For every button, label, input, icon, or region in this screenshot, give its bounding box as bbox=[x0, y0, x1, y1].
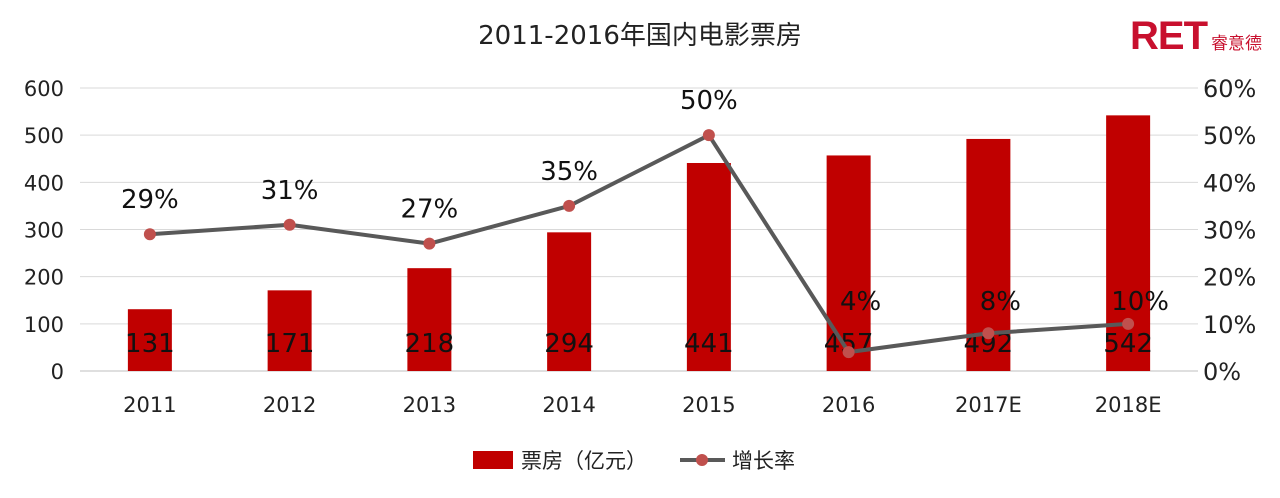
chart-title: 2011-2016年国内电影票房 bbox=[478, 21, 802, 51]
growth-value-label: 31% bbox=[261, 176, 319, 206]
bar-value-label: 542 bbox=[1103, 329, 1153, 359]
y-right-tick-label: 50% bbox=[1203, 122, 1256, 150]
x-tick-label: 2016 bbox=[822, 393, 875, 417]
growth-point bbox=[842, 346, 855, 359]
y-right-tick-label: 10% bbox=[1203, 311, 1256, 339]
y-left-tick-label: 100 bbox=[24, 313, 64, 337]
y-right-tick-label: 40% bbox=[1203, 169, 1256, 197]
bar bbox=[267, 290, 312, 371]
growth-line bbox=[149, 133, 1129, 355]
y-right-tick-label: 0% bbox=[1203, 358, 1241, 386]
bar-value-label: 218 bbox=[405, 329, 455, 359]
x-tick-label: 2015 bbox=[682, 393, 735, 417]
growth-value-label: 29% bbox=[121, 185, 179, 215]
x-tick-label: 2013 bbox=[403, 393, 456, 417]
bar bbox=[547, 232, 592, 371]
x-tick-label: 2012 bbox=[263, 393, 316, 417]
brand-logo: RET 睿意德 bbox=[1130, 14, 1262, 59]
y-left-tick-label: 200 bbox=[24, 266, 64, 290]
x-tick-label: 2018E bbox=[1095, 393, 1162, 417]
growth-value-label: 50% bbox=[680, 86, 738, 116]
y-left-tick-label: 0 bbox=[51, 360, 64, 384]
y-left-tick-label: 300 bbox=[24, 219, 64, 243]
y-left-tick-label: 400 bbox=[24, 171, 64, 195]
x-tick-label: 2014 bbox=[542, 393, 595, 417]
bar-value-label: 294 bbox=[544, 329, 594, 359]
bar bbox=[127, 309, 172, 371]
growth-value-label: 35% bbox=[540, 157, 598, 187]
growth-point bbox=[702, 129, 715, 142]
growth-point bbox=[143, 228, 156, 241]
y-left-tick-label: 500 bbox=[24, 124, 64, 148]
bar bbox=[686, 162, 731, 371]
growth-point bbox=[283, 218, 296, 231]
growth-point bbox=[1122, 317, 1135, 330]
y-right-tick-label: 30% bbox=[1203, 217, 1256, 245]
legend-marker-line bbox=[696, 454, 708, 466]
bar-value-label: 131 bbox=[125, 329, 175, 359]
bar-value-label: 441 bbox=[684, 329, 734, 359]
growth-value-label: 4% bbox=[840, 287, 881, 317]
growth-value-label: 27% bbox=[400, 195, 458, 225]
growth-value-label: 8% bbox=[980, 287, 1021, 317]
growth-point bbox=[563, 199, 576, 212]
bar bbox=[826, 155, 871, 371]
legend-label-line: 增长率 bbox=[732, 449, 795, 473]
growth-point bbox=[423, 237, 436, 250]
legend-label-bars: 票房（亿元） bbox=[521, 449, 647, 473]
legend-swatch-bars bbox=[473, 451, 513, 469]
x-tick-label: 2011 bbox=[123, 393, 176, 417]
bar bbox=[407, 268, 452, 371]
logo-mark: RET bbox=[1130, 14, 1208, 58]
y-right-tick-label: 20% bbox=[1203, 264, 1256, 292]
y-left-tick-label: 600 bbox=[24, 77, 64, 101]
x-tick-label: 2017E bbox=[955, 393, 1022, 417]
growth-value-label: 10% bbox=[1111, 287, 1169, 317]
logo-text: 睿意德 bbox=[1211, 34, 1262, 54]
bar-value-label: 171 bbox=[265, 329, 315, 359]
y-right-tick-label: 60% bbox=[1203, 75, 1256, 103]
growth-point bbox=[982, 327, 995, 340]
